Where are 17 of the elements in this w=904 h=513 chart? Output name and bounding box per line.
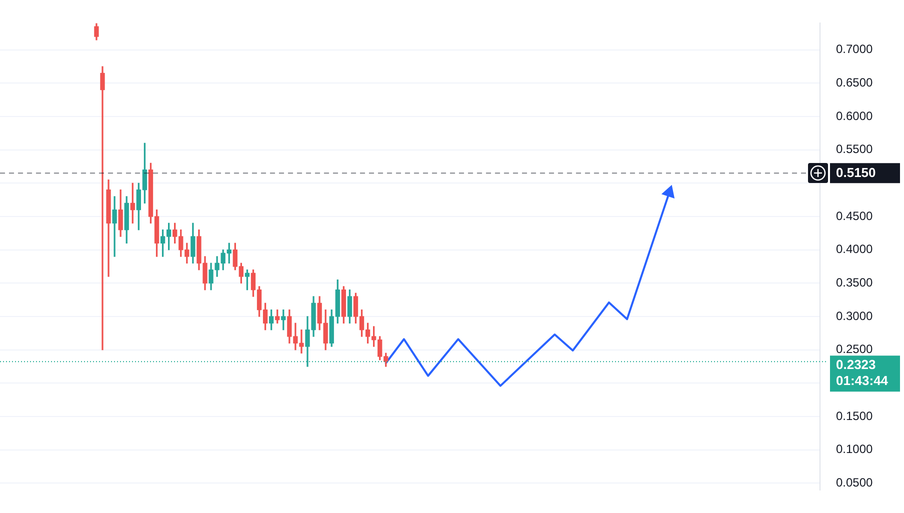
candlestick	[100, 66, 105, 350]
y-tick-label: 0.1500	[836, 408, 874, 423]
y-tick-label: 0.5500	[836, 142, 874, 156]
text: 01:43:44	[836, 373, 889, 388]
y-tick-label: 0.2500	[836, 342, 874, 356]
y-tick-label: 0.7000	[836, 42, 874, 56]
y-tick-label: 0.3500	[836, 275, 874, 290]
y-tick-label: 0.4500	[836, 208, 874, 223]
candlestick	[112, 196, 117, 257]
y-tick-label: 0.6000	[836, 108, 874, 123]
y-tick-label: 0.3000	[836, 308, 874, 323]
y-tick-label: 0.4000	[836, 242, 874, 256]
y-tick-label: 0.6500	[836, 76, 874, 90]
ref-line-label: 0.5150	[836, 164, 876, 180]
y-tick-label: 0.1000	[836, 442, 874, 456]
y-tick-label: 0.0500	[836, 475, 874, 490]
ref-line-label: 0.2323	[836, 357, 876, 372]
